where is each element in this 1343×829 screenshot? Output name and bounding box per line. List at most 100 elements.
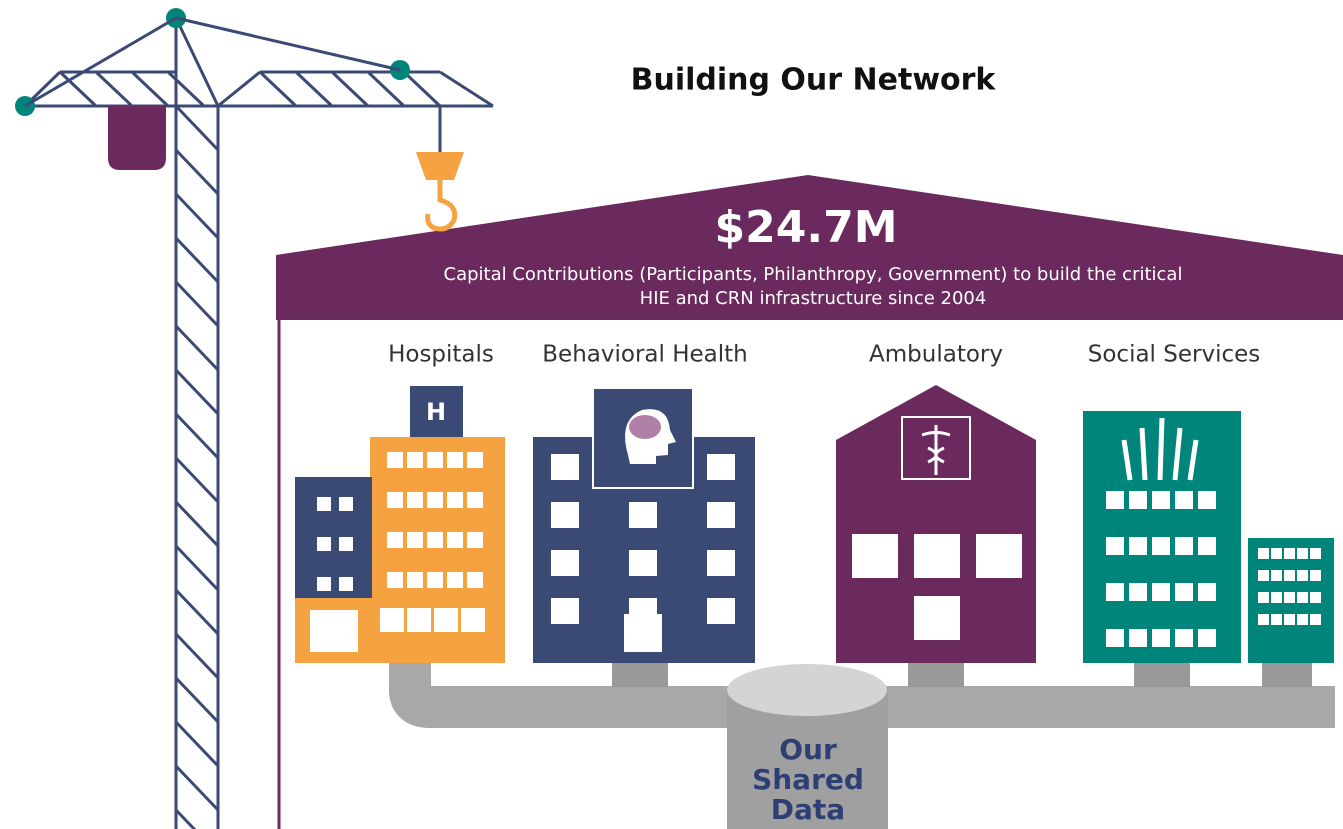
window xyxy=(629,550,657,576)
jib-brace xyxy=(402,70,442,108)
hospital-wing xyxy=(295,477,372,598)
mast-brace xyxy=(174,764,220,812)
window xyxy=(1129,629,1147,647)
mast-brace xyxy=(174,456,220,504)
window xyxy=(447,492,463,508)
window xyxy=(1129,537,1147,555)
crane-cable xyxy=(24,16,401,108)
pipe-joint xyxy=(1262,663,1312,687)
mast-brace xyxy=(174,544,220,592)
pipe-joint xyxy=(1134,663,1190,687)
window xyxy=(551,550,579,576)
window xyxy=(1152,583,1170,601)
hook-block xyxy=(416,152,464,180)
window xyxy=(461,608,485,632)
window xyxy=(467,492,483,508)
window xyxy=(1198,583,1216,601)
window xyxy=(1175,491,1193,509)
window xyxy=(1258,548,1269,559)
window xyxy=(707,502,735,528)
ambulatory-building xyxy=(836,385,1036,663)
window xyxy=(427,452,443,468)
window xyxy=(551,454,579,480)
data-label: Our xyxy=(779,733,837,766)
window xyxy=(339,537,353,551)
amount: $24.7M xyxy=(715,202,898,253)
window xyxy=(1284,548,1295,559)
jib-brace xyxy=(58,70,98,108)
window xyxy=(1198,491,1216,509)
window xyxy=(387,532,403,548)
window xyxy=(1284,570,1295,581)
hospital-sign-text: H xyxy=(426,398,446,426)
brain-icon xyxy=(629,415,661,439)
window xyxy=(310,610,358,652)
building-label: Hospitals xyxy=(388,342,494,368)
window xyxy=(1297,548,1308,559)
window xyxy=(624,614,662,652)
window xyxy=(1271,614,1282,625)
window xyxy=(407,532,423,548)
window xyxy=(317,497,331,511)
window xyxy=(1152,537,1170,555)
window xyxy=(1106,583,1124,601)
window xyxy=(407,572,423,588)
window xyxy=(1271,548,1282,559)
hands-icon xyxy=(1121,417,1199,481)
window xyxy=(1310,570,1321,581)
window xyxy=(434,608,458,632)
window xyxy=(1106,491,1124,509)
window xyxy=(1152,629,1170,647)
window xyxy=(1258,614,1269,625)
window xyxy=(1284,614,1295,625)
jib-brace xyxy=(166,70,206,108)
caduceus-icon xyxy=(921,425,951,475)
window xyxy=(467,572,483,588)
mast-brace xyxy=(174,280,220,328)
jib-brace xyxy=(94,70,134,108)
window xyxy=(1297,570,1308,581)
window xyxy=(1198,629,1216,647)
jib-brace xyxy=(130,70,170,108)
window xyxy=(387,452,403,468)
window xyxy=(427,532,443,548)
jib-brace xyxy=(258,70,298,108)
window xyxy=(1175,629,1193,647)
window xyxy=(1297,614,1308,625)
mast-brace xyxy=(174,148,220,196)
window xyxy=(387,572,403,588)
window xyxy=(317,577,331,591)
window xyxy=(1175,583,1193,601)
jib xyxy=(217,70,261,108)
jib-brace xyxy=(330,70,370,108)
pipe-joint xyxy=(908,663,964,687)
mast-brace xyxy=(174,412,220,460)
window xyxy=(447,452,463,468)
artwork xyxy=(15,8,1343,829)
mast-brace xyxy=(174,368,220,416)
window xyxy=(407,492,423,508)
mast-top xyxy=(174,17,221,108)
window xyxy=(407,452,423,468)
building-label: Behavioral Health xyxy=(542,342,747,368)
data-label: Data xyxy=(771,793,845,826)
jib-brace xyxy=(294,70,334,108)
cylinder-top xyxy=(727,664,887,716)
mast-brace xyxy=(174,500,220,548)
roof xyxy=(276,175,1343,320)
window xyxy=(914,534,960,578)
mast-brace xyxy=(174,632,220,680)
window xyxy=(1297,592,1308,603)
window xyxy=(707,598,735,624)
pipe xyxy=(389,663,1335,728)
window xyxy=(1175,537,1193,555)
window xyxy=(407,608,431,632)
pipe-joint xyxy=(612,663,668,687)
data-label: Shared xyxy=(752,763,864,796)
mast-brace xyxy=(174,192,220,240)
window xyxy=(387,492,403,508)
crane xyxy=(15,8,494,829)
window xyxy=(339,497,353,511)
counterweight xyxy=(108,106,166,170)
